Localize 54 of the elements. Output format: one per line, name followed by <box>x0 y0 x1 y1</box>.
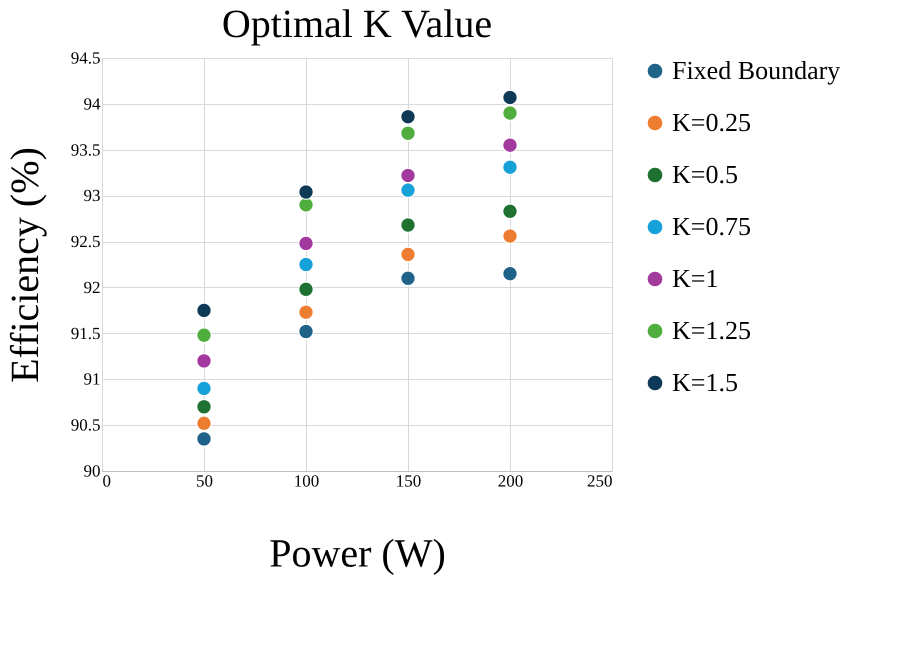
point <box>502 228 518 244</box>
point <box>196 415 212 432</box>
y-tick-label: 92.5 <box>70 232 100 252</box>
y-axis-title: Efficiency (%) <box>2 147 47 383</box>
legend-label: K=1.5 <box>672 368 738 397</box>
x-tick-label: 150 <box>396 472 422 490</box>
point <box>400 217 416 233</box>
point <box>502 105 518 121</box>
point <box>502 90 518 106</box>
y-tick-label: 94.5 <box>70 48 100 68</box>
point <box>502 203 518 220</box>
point <box>502 266 518 282</box>
point <box>298 304 314 320</box>
legend-label: K=0.25 <box>672 108 751 137</box>
point <box>400 125 416 142</box>
legend-label: K=0.5 <box>672 160 738 189</box>
point <box>298 256 314 272</box>
point <box>196 327 212 343</box>
chart-title: Optimal K Value <box>222 1 492 46</box>
point <box>298 281 314 298</box>
point <box>298 236 314 252</box>
point <box>196 380 212 396</box>
y-tick-label: 93.5 <box>70 140 100 160</box>
x-axis-title: Power (W) <box>269 530 446 576</box>
legend-label: K=1 <box>672 264 718 293</box>
point <box>196 302 212 318</box>
x-tick-label: 200 <box>498 472 524 490</box>
point <box>400 182 416 198</box>
point <box>400 270 416 286</box>
point <box>196 353 212 369</box>
point <box>196 431 212 447</box>
x-tick-label: 100 <box>294 472 320 490</box>
y-tick-label: 94 <box>84 94 101 114</box>
point <box>196 398 212 415</box>
x-tick-label: 50 <box>196 472 213 490</box>
y-tick-label: 90.5 <box>70 416 100 435</box>
point <box>298 324 314 340</box>
y-tick-label: 91 <box>84 370 100 389</box>
legend-label: K=0.75 <box>672 212 751 241</box>
point <box>298 184 314 200</box>
point <box>298 197 314 213</box>
y-tick-label: 90 <box>84 462 100 480</box>
x-tick-label: 0 <box>102 472 111 490</box>
legend-label: K=1.25 <box>672 316 751 345</box>
point <box>400 168 416 184</box>
legend-label: Fixed Boundary <box>672 56 840 85</box>
y-tick-label: 93 <box>84 186 100 206</box>
y-tick-label: 92 <box>84 278 100 297</box>
y-tick-label: 91.5 <box>70 324 100 343</box>
point <box>502 159 518 176</box>
point <box>400 108 416 125</box>
point <box>400 246 416 262</box>
point <box>502 137 518 154</box>
x-tick-label: 250 <box>587 472 612 490</box>
